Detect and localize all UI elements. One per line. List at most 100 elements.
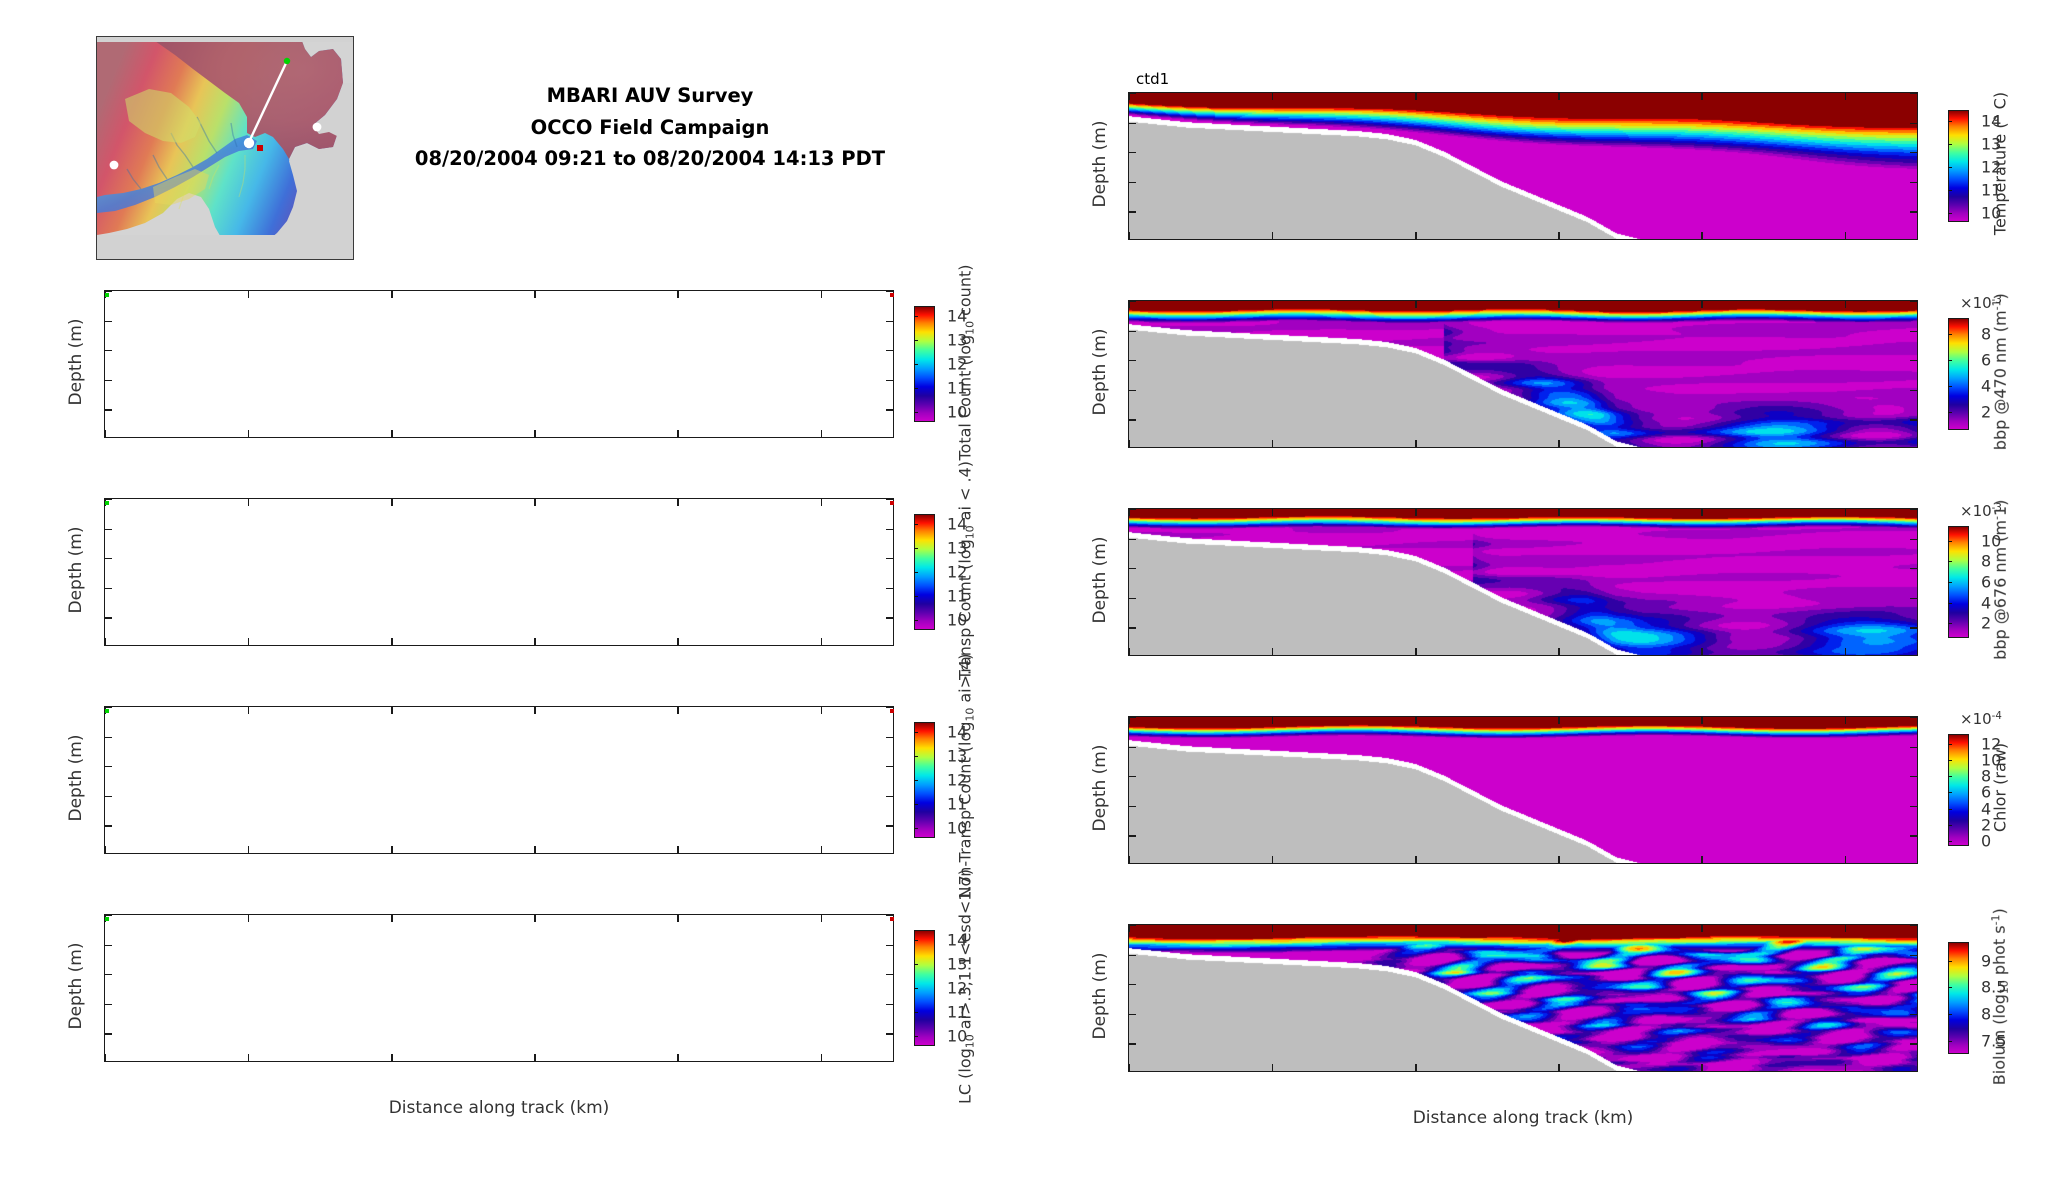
- x-tickmark: [1272, 301, 1274, 308]
- colorbar-label-large-copepod: LC (log10 ai>.3,1.1<esd<1.7): [955, 869, 977, 1105]
- y-tickmark: [1910, 389, 1917, 392]
- waypoint-marker: [109, 160, 119, 170]
- colorbar-label-non-transp-count: Non-Transp Count (log10 ai>.4): [955, 653, 977, 899]
- colorbar-label-total-count: Total Count (log10 count): [955, 264, 977, 461]
- y-tickmark: [1910, 360, 1917, 362]
- y-tickmark: [886, 528, 893, 530]
- x-tickmark: [391, 499, 393, 506]
- y-tickmark: [886, 617, 893, 619]
- x-tickmark: [1558, 717, 1560, 724]
- y-tickmark: [1129, 211, 1136, 213]
- x-tickmark: [1558, 301, 1560, 308]
- colorbar-tickmark: [1948, 1014, 1952, 1015]
- x-tickmark: [105, 638, 107, 645]
- track-end-marker: [890, 501, 894, 505]
- y-tickmark: [1129, 360, 1136, 362]
- colorbar-bbp-470[interactable]: [1948, 318, 1969, 430]
- panel-bbp-676: 020406080100: [1128, 508, 1918, 656]
- x-tickmark: [820, 499, 822, 506]
- colorbar-label-bbp-676: bbp @676 nm (m-1): [1990, 499, 2010, 660]
- x-tickmark: [1701, 648, 1703, 655]
- colorbar-biolum[interactable]: [1948, 942, 1969, 1054]
- colorbar-tickmark: [914, 780, 918, 781]
- colorbar-tick-label: 6: [1981, 350, 1992, 370]
- x-tickmark: [677, 707, 679, 714]
- x-tickmark: [391, 430, 393, 437]
- colorbar-tick-label: 0: [1981, 831, 1992, 851]
- colorbar-tick-label: 4: [1981, 799, 1992, 819]
- colorbar-tickmark: [914, 620, 918, 622]
- x-tickmark: [1844, 648, 1846, 655]
- colorbar-tickmark: [1948, 167, 1952, 169]
- track-start-marker: [105, 709, 109, 713]
- y-tickmark: [105, 320, 112, 322]
- y-axis-label: Depth (m): [66, 942, 86, 1030]
- y-tickmark: [1910, 805, 1917, 808]
- colorbar-tick-label: 12: [1981, 734, 2002, 754]
- y-tickmark: [1129, 984, 1136, 986]
- y-tickmark: [1910, 984, 1917, 986]
- y-tickmark: [105, 974, 112, 976]
- y-tickmark: [1910, 1013, 1917, 1016]
- y-tickmark: [105, 944, 112, 946]
- x-tickmark: [1415, 648, 1417, 655]
- x-tickmark: [1701, 440, 1703, 447]
- y-axis-label: Depth (m): [66, 734, 86, 822]
- x-tickmark: [1844, 717, 1846, 724]
- x-tickmark: [391, 638, 393, 645]
- x-tickmark: [534, 1054, 536, 1061]
- colorbar-tick-label: 2: [1981, 613, 1992, 633]
- x-tickmark: [1558, 232, 1560, 239]
- x-tickmark: [1844, 301, 1846, 308]
- y-tickmark: [886, 558, 893, 560]
- y-tickmark: [886, 795, 893, 798]
- x-tickmark: [248, 430, 250, 437]
- ctd-tag: ctd1: [1136, 70, 1170, 88]
- y-tickmark: [886, 736, 893, 738]
- y-tickmark: [1910, 925, 1917, 927]
- colorbar-tick-label: 14: [947, 930, 968, 950]
- y-tickmark: [886, 766, 893, 768]
- colorbar-tick-label: 8: [1981, 551, 1992, 571]
- colorbar-tick-label: 12: [947, 354, 968, 374]
- colorbar-tickmark: [1948, 759, 1952, 761]
- colorbar-chlor-raw[interactable]: [1948, 734, 1969, 846]
- x-tickmark: [677, 638, 679, 645]
- colorbar-temperature[interactable]: [1948, 110, 1969, 222]
- y-tickmark: [1129, 538, 1136, 540]
- field-chlor-raw: [1129, 717, 1917, 863]
- x-tickmark: [534, 430, 536, 437]
- x-tickmark: [820, 1054, 822, 1061]
- colorbar-tickmark: [1948, 1040, 1952, 1042]
- colorbar-tickmark: [1948, 792, 1952, 794]
- x-tickmark: [248, 915, 250, 922]
- x-tickmark: [820, 638, 822, 645]
- x-tickmark: [248, 499, 250, 506]
- colorbar-tick-label: 4: [1981, 593, 1992, 613]
- colorbar-tickmark: [914, 339, 918, 341]
- x-tickmark: [1129, 509, 1131, 516]
- y-tickmark: [1910, 122, 1917, 124]
- track-start-marker: [105, 293, 109, 297]
- y-tickmark: [1129, 152, 1136, 154]
- colorbar-tick-label: 11: [947, 378, 968, 398]
- colorbar-tick-label: 9: [1981, 951, 1992, 971]
- y-tickmark: [1910, 419, 1917, 421]
- x-tickmark: [1844, 232, 1846, 239]
- track-end-marker: [890, 293, 894, 297]
- colorbar-tick-label: 12: [947, 562, 968, 582]
- y-tickmark: [1129, 835, 1136, 837]
- y-tickmark: [1129, 1043, 1136, 1045]
- y-tickmark: [105, 1003, 112, 1006]
- x-tickmark: [1558, 440, 1560, 447]
- y-tickmark: [1910, 717, 1917, 719]
- colorbar-tick-label: 13: [947, 954, 968, 974]
- y-tickmark: [1910, 835, 1917, 837]
- y-tickmark: [1910, 181, 1917, 184]
- y-tickmark: [105, 766, 112, 768]
- colorbar-tickmark: [1948, 144, 1952, 146]
- x-tickmark: [1129, 648, 1131, 655]
- x-tickmark: [534, 915, 536, 922]
- x-tickmark: [105, 846, 107, 853]
- map-inset[interactable]: [96, 36, 354, 260]
